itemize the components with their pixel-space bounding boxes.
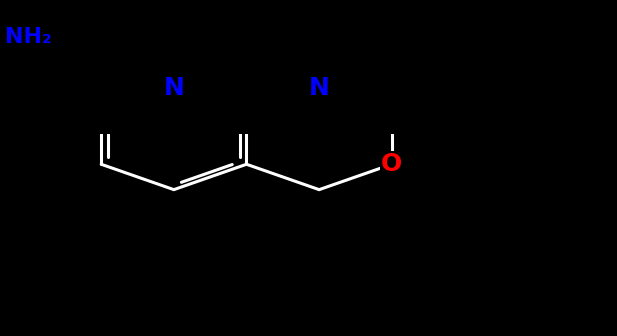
Text: O: O: [381, 152, 402, 176]
Text: NH₂: NH₂: [5, 27, 52, 47]
Text: N: N: [308, 76, 329, 100]
Text: N: N: [164, 76, 184, 100]
